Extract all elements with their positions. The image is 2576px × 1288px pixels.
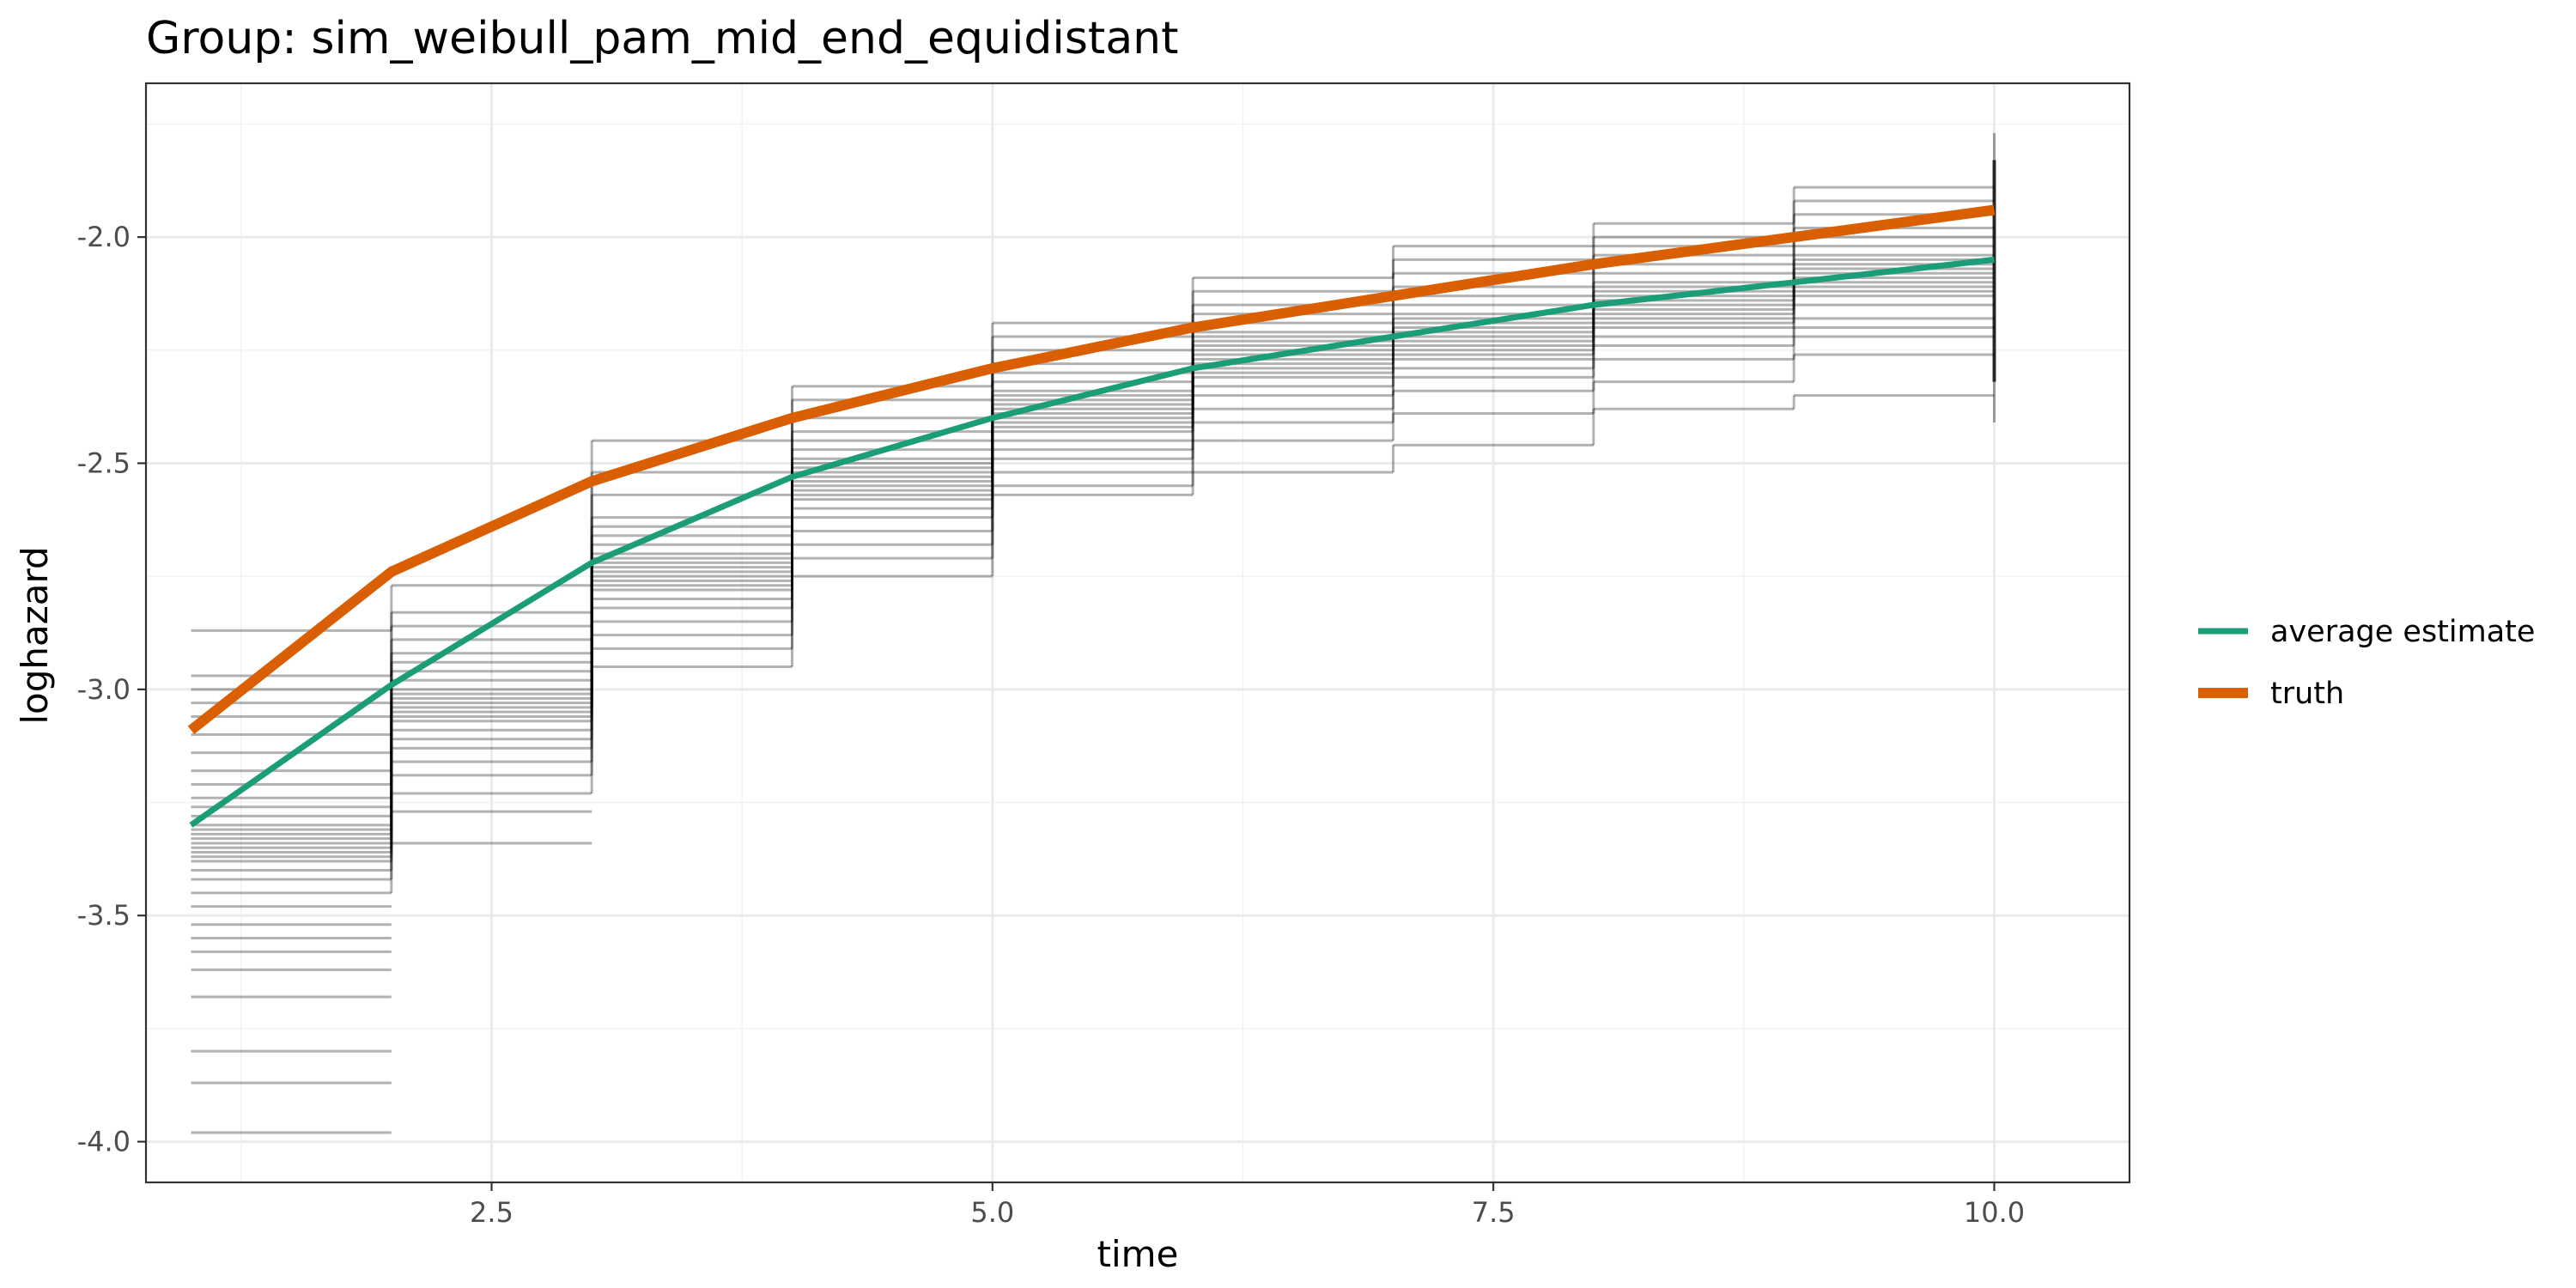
- step-estimates: [191, 132, 1996, 1134]
- series-lines: [187, 204, 1996, 828]
- y-tick-label: -3.0: [77, 673, 131, 706]
- x-tick-label: 5.0: [970, 1196, 1014, 1229]
- y-tick-label: -3.5: [77, 899, 131, 932]
- legend-label-average-estimate: average estimate: [2270, 615, 2535, 649]
- series-line-average-estimate: [189, 256, 1995, 828]
- y-axis: -4.0 -3.5 -3.0 -2.5 -2.0: [77, 221, 146, 1158]
- y-tick-label: -2.5: [77, 447, 131, 479]
- grid-major: [146, 83, 2129, 1182]
- x-axis: 2.5 5.0 7.5 10.0: [470, 1182, 2025, 1229]
- grid-minor: [146, 83, 2129, 1182]
- chart-title: Group: sim_weibull_pam_mid_end_equidista…: [146, 13, 1179, 64]
- y-tick-label: -4.0: [77, 1126, 131, 1158]
- legend: average estimate truth: [2198, 615, 2535, 711]
- panel-background: [146, 83, 2129, 1182]
- y-axis-title: loghazard: [14, 546, 56, 724]
- panel-border: [144, 82, 2131, 1184]
- x-tick-label: 2.5: [470, 1196, 513, 1229]
- x-axis-title: time: [1097, 1233, 1179, 1275]
- x-tick-label: 7.5: [1472, 1196, 1516, 1229]
- y-tick-label: -2.0: [77, 221, 131, 253]
- x-tick-label: 10.0: [1964, 1196, 2025, 1229]
- plot-panel: [144, 82, 2131, 1184]
- series-line-truth: [187, 204, 1996, 735]
- legend-label-truth: truth: [2270, 677, 2344, 711]
